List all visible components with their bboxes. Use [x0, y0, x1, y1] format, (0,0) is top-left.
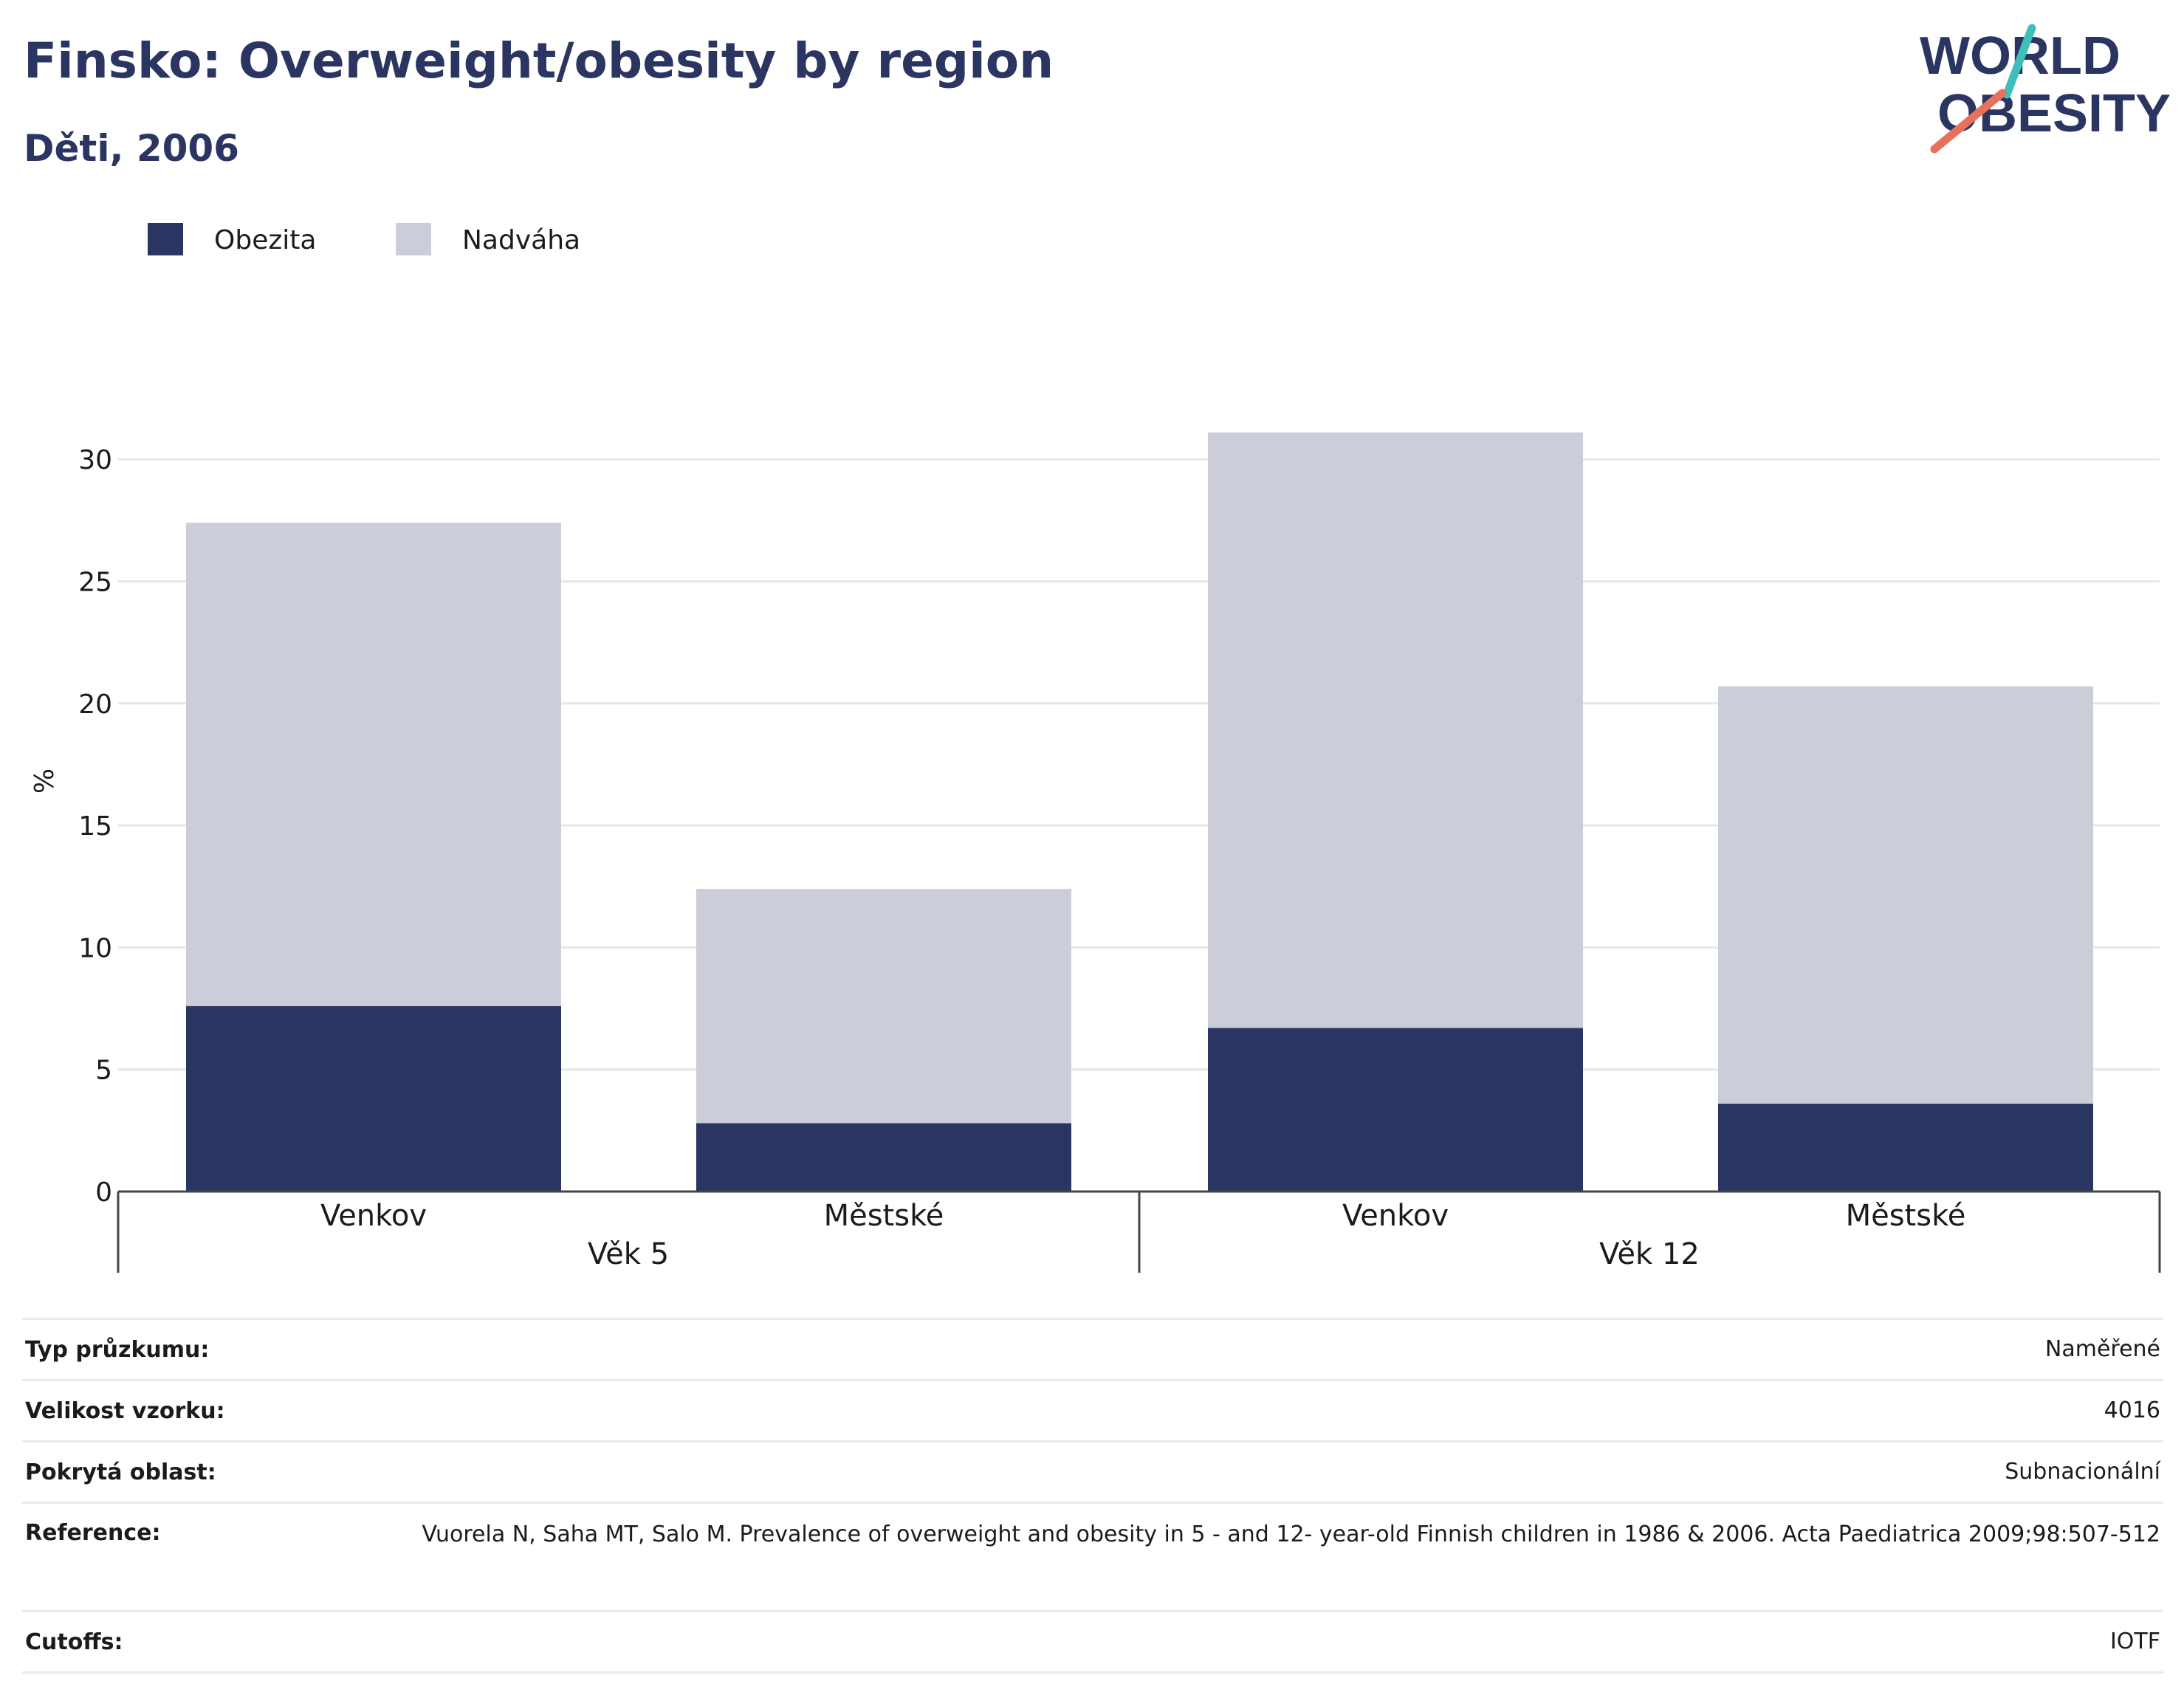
y-tick-label: 30 [78, 445, 112, 475]
logo-slash-coral [1930, 89, 2007, 154]
y-tick-label: 20 [78, 690, 112, 720]
x-axis: Venkov Městské Venkov Městské Věk 5 Věk 12 [117, 1190, 2161, 1273]
info-row: Reference: Vuorela N, Saha MT, Salo M. Pr… [22, 1502, 2163, 1612]
info-label: Cutoffs: [22, 1610, 412, 1674]
bar-obezita-2 [696, 1123, 1071, 1192]
bars [186, 432, 2093, 1192]
legend-label: Nadváha [462, 225, 580, 255]
x-group-label: Věk 12 [1599, 1237, 1700, 1271]
bar-nadvaha-3 [1208, 432, 1583, 1028]
legend-label: Obezita [214, 225, 316, 255]
legend-swatch-nadvaha [396, 223, 431, 255]
info-label: Velikost vzorku: [22, 1379, 412, 1442]
bar-nadvaha-2 [696, 889, 1071, 1124]
info-value: Vuorela N, Saha MT, Salo M. Prevalence o… [412, 1502, 2163, 1612]
info-value: Subnacionální [412, 1440, 2163, 1503]
info-row: Velikost vzorku: 4016 [22, 1379, 2163, 1442]
info-label: Pokrytá oblast: [22, 1440, 412, 1503]
info-row: Typ průzkumu: Naměřené [22, 1318, 2163, 1381]
info-value: 4016 [412, 1379, 2163, 1442]
x-tick-label: Městské [1846, 1199, 1966, 1233]
bar-nadvaha-1 [186, 523, 561, 1006]
logo-slash-teal [2002, 24, 2036, 99]
x-group-label: Věk 5 [588, 1237, 669, 1271]
x-tick-label: Venkov [320, 1199, 427, 1233]
bar-obezita-4 [1718, 1103, 2093, 1192]
world-obesity-logo: WORLD OBESITY [1920, 24, 2171, 154]
bar-nadvaha-4 [1718, 686, 2093, 1104]
survey-info-table: Typ průzkumu: Naměřené Velikost vzorku: 401… [22, 1318, 2163, 1674]
y-tick-label: 15 [78, 811, 112, 842]
y-tick-label: 0 [95, 1177, 112, 1208]
chart-legend: Obezita Nadváha [148, 223, 580, 255]
y-tick-label: 10 [78, 933, 112, 963]
y-tick-label: 5 [95, 1056, 112, 1086]
info-value: IOTF [412, 1610, 2163, 1674]
info-row: Pokrytá oblast: Subnacionální [22, 1440, 2163, 1503]
info-row: Cutoffs: IOTF [22, 1610, 2163, 1674]
stacked-bar-chart: Obezita Nadváha 0 5 10 15 20 25 30 % Venkov Měst… [30, 223, 2161, 1273]
y-tick-label: 25 [78, 567, 112, 597]
x-tick-label: Městské [824, 1199, 944, 1233]
x-tick-label: Venkov [1342, 1199, 1449, 1233]
bar-obezita-1 [186, 1005, 561, 1192]
chart-subtitle: Děti, 2006 [24, 127, 240, 170]
y-axis-label: % [30, 769, 60, 794]
bar-obezita-3 [1208, 1028, 1583, 1192]
info-label: Reference: [22, 1502, 412, 1612]
info-value: Naměřené [412, 1318, 2163, 1381]
info-label: Typ průzkumu: [22, 1318, 412, 1381]
chart-title: Finsko: Overweight/obesity by region [24, 32, 1054, 89]
legend-swatch-obezita [148, 223, 183, 255]
y-tick-labels: 0 5 10 15 20 25 30 [78, 445, 112, 1208]
